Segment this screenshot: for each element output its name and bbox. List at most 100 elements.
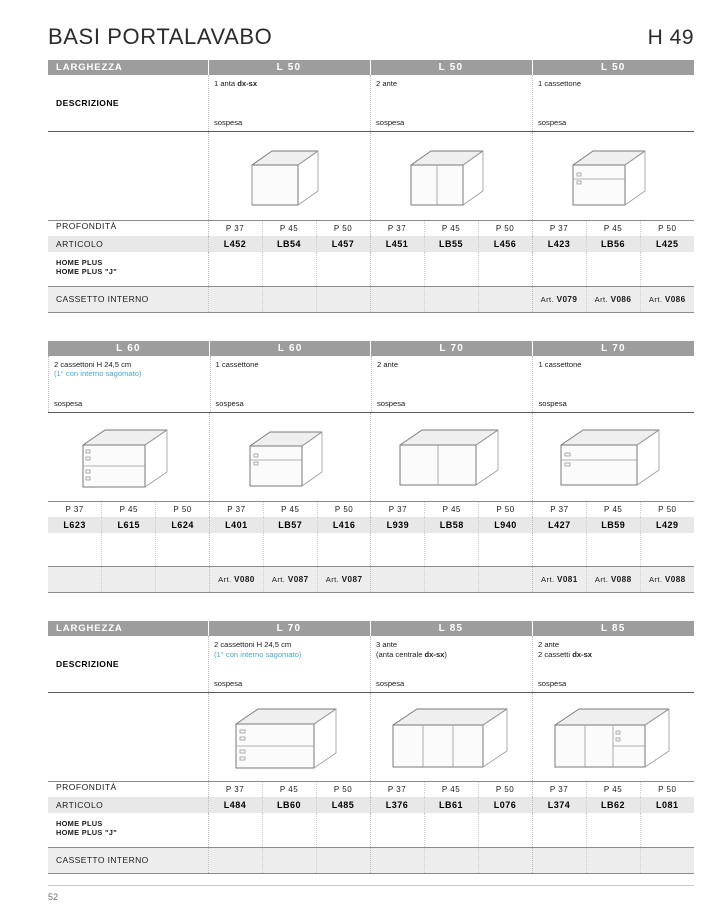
depth-cell: P 37	[65, 504, 84, 514]
rule-bottom	[48, 311, 695, 313]
home-plus-cell	[424, 532, 479, 567]
depth-row: PROFONDITÀ P 37 P 45 P 50 P 37 P 45 P 50 P 37 P …	[48, 221, 695, 236]
depth-cell: P 37	[531, 221, 586, 236]
rule-bottom	[48, 872, 695, 874]
article-code-cell[interactable]: L076	[477, 797, 532, 813]
table-header-row: LARGHEZZA L 70 L 85 L 85	[48, 621, 695, 636]
cassetto-interno-cell[interactable]: Art. V087	[262, 567, 318, 593]
depth-cell: P 45	[262, 501, 318, 517]
depth-cell: P 45	[585, 501, 641, 517]
article-code-cell[interactable]: LB58	[424, 516, 479, 533]
table-blocks: LARGHEZZA L 50 L 50 L 50 DESCRIZIONE 1 anta…	[32, 60, 695, 874]
article-code-cell[interactable]: L456	[477, 236, 532, 252]
article-code-cell[interactable]: L623	[63, 519, 86, 530]
article-code-cell[interactable]: LB62	[585, 797, 640, 813]
article-code-cell[interactable]: L452	[207, 236, 262, 252]
suspension-note: sospesa	[538, 679, 567, 688]
cabinet-1-drawer-wide-icon	[533, 413, 694, 501]
article-code-cell[interactable]: L081	[639, 797, 695, 813]
depth-cell: P 45	[585, 221, 640, 236]
rule-under-description	[48, 692, 695, 693]
depth-cell: P 37	[369, 221, 424, 236]
home-plus-cell	[101, 532, 156, 567]
cassetto-interno-cell[interactable]: Art. V087	[316, 567, 371, 593]
article-code-cell[interactable]: L374	[531, 797, 586, 813]
product-illustration	[531, 693, 695, 782]
home-plus-cell	[261, 252, 316, 286]
article-code-cell[interactable]: LB54	[261, 236, 316, 252]
rule-bottom	[48, 592, 694, 593]
cassetto-interno-cell	[424, 567, 479, 593]
footer-rule	[48, 885, 694, 886]
cassetto-interno-cell[interactable]: Art. V080	[209, 567, 264, 593]
article-code-cell[interactable]: L429	[639, 516, 694, 533]
home-plus-row: HOME PLUS HOME PLUS "J"	[48, 813, 695, 847]
article-code-cell[interactable]: L423	[531, 236, 586, 252]
article-code-cell[interactable]: L624	[155, 516, 210, 533]
article-code-cell[interactable]: L940	[478, 516, 533, 533]
cassetto-interno-cell[interactable]: Art. V079	[531, 286, 586, 312]
group-description: 2 cassettoni H 24,5 cm (1° con interno sa…	[48, 355, 210, 413]
label-home-plus: HOME PLUS HOME PLUS "J"	[56, 819, 118, 837]
page-title-row: BASI PORTALAVABO H 49	[32, 0, 694, 60]
article-code-cell[interactable]: L427	[531, 516, 587, 533]
article-code-cell[interactable]: LB55	[423, 236, 478, 252]
cassetto-interno-cell	[369, 286, 424, 312]
article-code-cell[interactable]: L376	[369, 797, 424, 813]
rule-above-depths	[48, 220, 695, 221]
table-header-row: LARGHEZZA L 50 L 50 L 50	[48, 60, 695, 75]
product-illustration	[369, 132, 532, 221]
article-code-cell[interactable]: L485	[315, 797, 370, 813]
cabinet-2-doors-icon	[371, 132, 532, 220]
cassetto-interno-cell	[477, 286, 532, 312]
article-code-cell[interactable]: LB56	[585, 236, 640, 252]
article-code-cell[interactable]: L401	[209, 516, 264, 533]
article-code-cell[interactable]: L425	[639, 236, 695, 252]
cassetto-interno-cell[interactable]: Art. V088	[585, 567, 641, 593]
group-description: 3 ante (anta centrale dx-sx) sospesa	[370, 636, 532, 693]
label-profondita: PROFONDITÀ	[56, 221, 117, 231]
home-plus-cell	[315, 813, 370, 847]
article-code-cell[interactable]: L615	[101, 516, 156, 533]
label-descrizione: DESCRIZIONE	[56, 98, 120, 108]
article-code-cell[interactable]: LB59	[585, 516, 641, 533]
illustration-spacer	[48, 132, 208, 221]
rule-under-description	[48, 131, 695, 132]
product-illustration	[208, 412, 371, 501]
cassetto-interno-cell[interactable]: Art. V086	[639, 286, 695, 312]
group-description: 1 cassettone sospesa	[532, 355, 694, 413]
home-plus-cell	[531, 532, 587, 567]
cassetto-interno-cell[interactable]: Art. V086	[585, 286, 640, 312]
article-code-cell[interactable]: L484	[207, 797, 262, 813]
cassetto-interno-row: CASSETTO INTERNO Art. V079 Art. V086 Art. V…	[48, 286, 695, 312]
suspension-note: sospesa	[214, 118, 243, 127]
depth-cell: P 45	[424, 501, 479, 517]
cassetto-interno-cell	[423, 286, 478, 312]
product-table: L 60 L 60 L 70 L 70 2 cassettoni H 24,5 cm(…	[48, 340, 694, 593]
home-plus-cell	[639, 813, 695, 847]
cassetto-interno-cell[interactable]: Art. V088	[639, 567, 694, 593]
suspension-note: sospesa	[376, 679, 405, 688]
group-width-header: L 70	[370, 340, 533, 356]
depth-cell: P 45	[101, 501, 156, 517]
cassetto-interno-cell[interactable]: Art. V081	[531, 567, 587, 593]
depth-cell: P 45	[423, 221, 478, 236]
article-code-cell[interactable]: L939	[370, 516, 425, 533]
depth-cell: P 37	[207, 221, 262, 236]
article-code-cell[interactable]: LB60	[261, 797, 316, 813]
illustration-row	[48, 132, 695, 221]
page-title: BASI PORTALAVABO	[48, 24, 273, 49]
article-code-cell[interactable]: L451	[369, 236, 424, 252]
article-code-cell[interactable]: L457	[315, 236, 370, 252]
cabinet-2-doors-2-drawers-icon	[533, 693, 695, 781]
cabinet-2-drawers-wide-icon	[209, 693, 370, 781]
product-illustration	[531, 412, 694, 501]
cassetto-interno-cell	[478, 567, 533, 593]
article-code-cell[interactable]: LB57	[262, 516, 318, 533]
article-code-cell[interactable]: L416	[316, 516, 371, 533]
article-code-cell[interactable]: LB61	[423, 797, 478, 813]
page-number: 52	[48, 892, 59, 902]
home-plus-cell	[639, 252, 695, 286]
home-plus-cell	[155, 532, 210, 567]
rule-under-description	[48, 411, 694, 413]
